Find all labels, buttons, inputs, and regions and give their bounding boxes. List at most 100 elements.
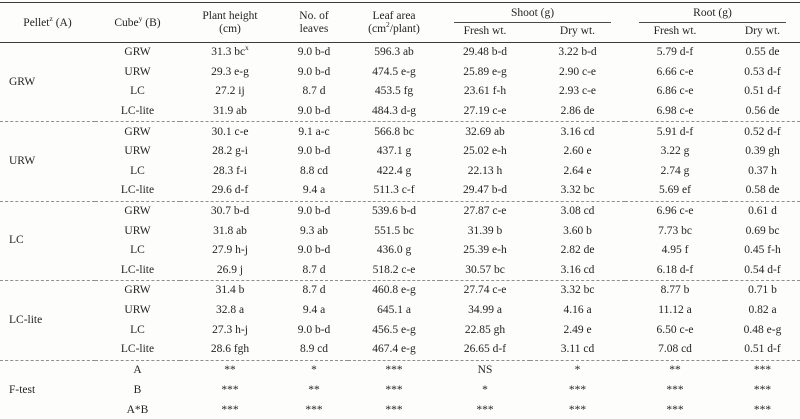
table-cell: 31.9 ab bbox=[213, 105, 247, 118]
table-cell: 27.3 h-j bbox=[212, 323, 248, 336]
cube-cell: LC-lite bbox=[120, 263, 155, 276]
table-cell: 437.1 g bbox=[376, 145, 412, 158]
table-cell: 3.60 b bbox=[563, 224, 592, 237]
table-cell: ** bbox=[625, 359, 725, 381]
cube-cell: GRW bbox=[95, 41, 180, 63]
table-cell: 23.61 f-h bbox=[463, 85, 507, 98]
table-cell: 9.1 a-c bbox=[280, 121, 348, 142]
table-cell: *** bbox=[666, 404, 684, 416]
table-row: LC-lite GRW 31.4 b 8.7 d 460.8 e-g 27.74 c-e 3… bbox=[0, 280, 800, 360]
table-cell: 27.19 c-e bbox=[463, 105, 507, 118]
table-cell: 6.18 d-f bbox=[656, 263, 694, 276]
table-cell: 2.93 c-e bbox=[558, 85, 597, 98]
table-cell: 0.54 d-f bbox=[744, 263, 781, 276]
table-row: LC-lite 31.9 ab 9.0 b-d 484.3 d-g 27.19 c-e 2… bbox=[0, 102, 800, 122]
table-cell: 27.9 h-j bbox=[212, 244, 248, 257]
table-cell: 6.98 c-e bbox=[656, 105, 694, 118]
table-cell: 436.0 g bbox=[376, 244, 412, 257]
table-cell: *** bbox=[476, 404, 494, 416]
group-label: LC-lite bbox=[0, 280, 95, 360]
table-cell: 27.74 c-e bbox=[440, 280, 530, 301]
table-cell: 22.13 h bbox=[467, 164, 503, 177]
table-cell: 0.53 d-f bbox=[744, 65, 781, 78]
table-cell: 0.37 h bbox=[748, 164, 777, 177]
table-cell: 31.3 bcx bbox=[180, 41, 280, 63]
table-cell: 422.4 g bbox=[376, 164, 412, 177]
table-cell: 8.9 cd bbox=[299, 343, 329, 356]
ftest-row: F-test A ** * *** NS * ** *** bbox=[0, 359, 800, 419]
table-cell: 9.0 b-d bbox=[297, 145, 331, 158]
table-cell: 566.8 bc bbox=[348, 121, 440, 142]
table-row: URW 29.3 e-g 9.0 b-d 474.5 e-g 25.89 e-g 2.90… bbox=[0, 63, 800, 83]
table-cell: * bbox=[530, 359, 625, 381]
table-cell: 30.7 b-d bbox=[180, 200, 280, 222]
table-cell: 3.32 bc bbox=[530, 280, 625, 301]
table-cell: *** bbox=[348, 359, 440, 381]
table-cell: *** bbox=[568, 404, 587, 416]
superscript-y: y bbox=[138, 13, 143, 23]
table-row: URW 32.8 a 9.4 a 645.1 a 34.99 a 4.16 a 11.12 … bbox=[0, 301, 800, 321]
table-cell: 7.73 bc bbox=[658, 224, 692, 237]
table-body: GRW GRW 31.3 bcx 9.0 b-d 596.3 ab 29.48 b-d 3.… bbox=[0, 41, 800, 419]
table-cell: 5.69 ef bbox=[659, 184, 691, 197]
table-row: URW GRW 30.1 c-e 9.1 a-c 566.8 bc 32.69 ab 3.1… bbox=[0, 121, 800, 202]
cube-cell: GRW bbox=[95, 280, 180, 301]
table-cell: 9.4 a bbox=[302, 304, 326, 317]
cube-cell: LC-lite bbox=[120, 184, 155, 197]
table-cell: 3.16 cd bbox=[530, 121, 625, 142]
table-cell: 26.65 d-f bbox=[463, 343, 507, 356]
table-cell: *** bbox=[753, 404, 772, 416]
table-cell: *** bbox=[221, 404, 239, 416]
table-row: LC-lite 28.6 fgh 8.9 cd 467.4 e-g 26.65 d-f 3… bbox=[0, 340, 800, 360]
table-cell: 3.22 b-d bbox=[530, 41, 625, 63]
table-cell: *** bbox=[305, 404, 323, 416]
table-cell: 0.51 d-f bbox=[744, 85, 781, 98]
table-cell: ** bbox=[308, 384, 320, 396]
table-cell: 28.6 fgh bbox=[210, 343, 250, 356]
table-cell: 3.22 g bbox=[660, 145, 690, 158]
table-cell: 29.48 b-d bbox=[440, 41, 530, 63]
table-cell: 551.5 bc bbox=[374, 224, 414, 237]
cube-cell: LC-lite bbox=[120, 343, 155, 356]
cube-cell: GRW bbox=[95, 200, 180, 222]
table-cell: 453.5 fg bbox=[374, 85, 414, 98]
table-cell: 29.47 b-d bbox=[462, 184, 508, 197]
table-cell: 2.74 g bbox=[660, 164, 690, 177]
header-pellet: Pelletz (A) bbox=[23, 13, 72, 29]
header-root-fresh: Fresh wt. bbox=[653, 25, 697, 37]
table-cell: 8.8 cd bbox=[299, 164, 329, 177]
table-cell: 460.8 e-g bbox=[348, 280, 440, 301]
table-cell: ** bbox=[180, 359, 280, 381]
header-shoot-group: Shoot (g) bbox=[440, 3, 625, 26]
header-plant-height: Plant height (cm) bbox=[202, 10, 258, 35]
cube-cell: LC bbox=[130, 85, 145, 98]
table-row: LC 28.3 f-i 8.8 cd 422.4 g 22.13 h 2.64 e 2.74… bbox=[0, 162, 800, 182]
header-shoot-dry: Dry wt. bbox=[559, 25, 596, 37]
table-cell: 0.48 e-g bbox=[743, 323, 782, 336]
table-row: GRW GRW 31.3 bcx 9.0 b-d 596.3 ab 29.48 b-d 3.… bbox=[0, 41, 800, 122]
table-cell: 8.7 d bbox=[280, 280, 348, 301]
table-cell: 6.86 c-e bbox=[656, 85, 694, 98]
table-cell: * bbox=[280, 359, 348, 381]
table-cell: 8.7 d bbox=[302, 263, 326, 276]
table-cell: 596.3 ab bbox=[348, 41, 440, 63]
factor-cell: A bbox=[95, 359, 180, 381]
ftest-row: B *** ** *** * *** *** *** bbox=[0, 381, 800, 401]
table-cell: 5.91 d-f bbox=[625, 121, 725, 142]
table-cell: 25.39 e-h bbox=[463, 244, 507, 257]
table-cell: 11.12 a bbox=[658, 304, 692, 317]
table-cell: 9.3 ab bbox=[299, 224, 329, 237]
header-row-1: Pelletz (A) Cubey (B) Plant height (cm) N… bbox=[0, 3, 800, 35]
cube-cell: URW bbox=[124, 224, 151, 237]
table-cell: 8.77 b bbox=[625, 280, 725, 301]
cube-cell: URW bbox=[124, 145, 151, 158]
table-row: LC-lite 26.9 j 8.7 d 518.2 c-e 30.57 bc 3.16 … bbox=[0, 261, 800, 281]
table-cell: 30.1 c-e bbox=[180, 121, 280, 142]
table-cell: 9.0 b-d bbox=[297, 244, 331, 257]
table-cell: 0.55 de bbox=[725, 41, 800, 63]
header-root-dry: Dry wt. bbox=[744, 25, 781, 37]
table-cell: 9.0 b-d bbox=[297, 105, 331, 118]
factor-cell: B bbox=[133, 384, 142, 396]
table-cell: 0.45 f-h bbox=[744, 244, 781, 257]
